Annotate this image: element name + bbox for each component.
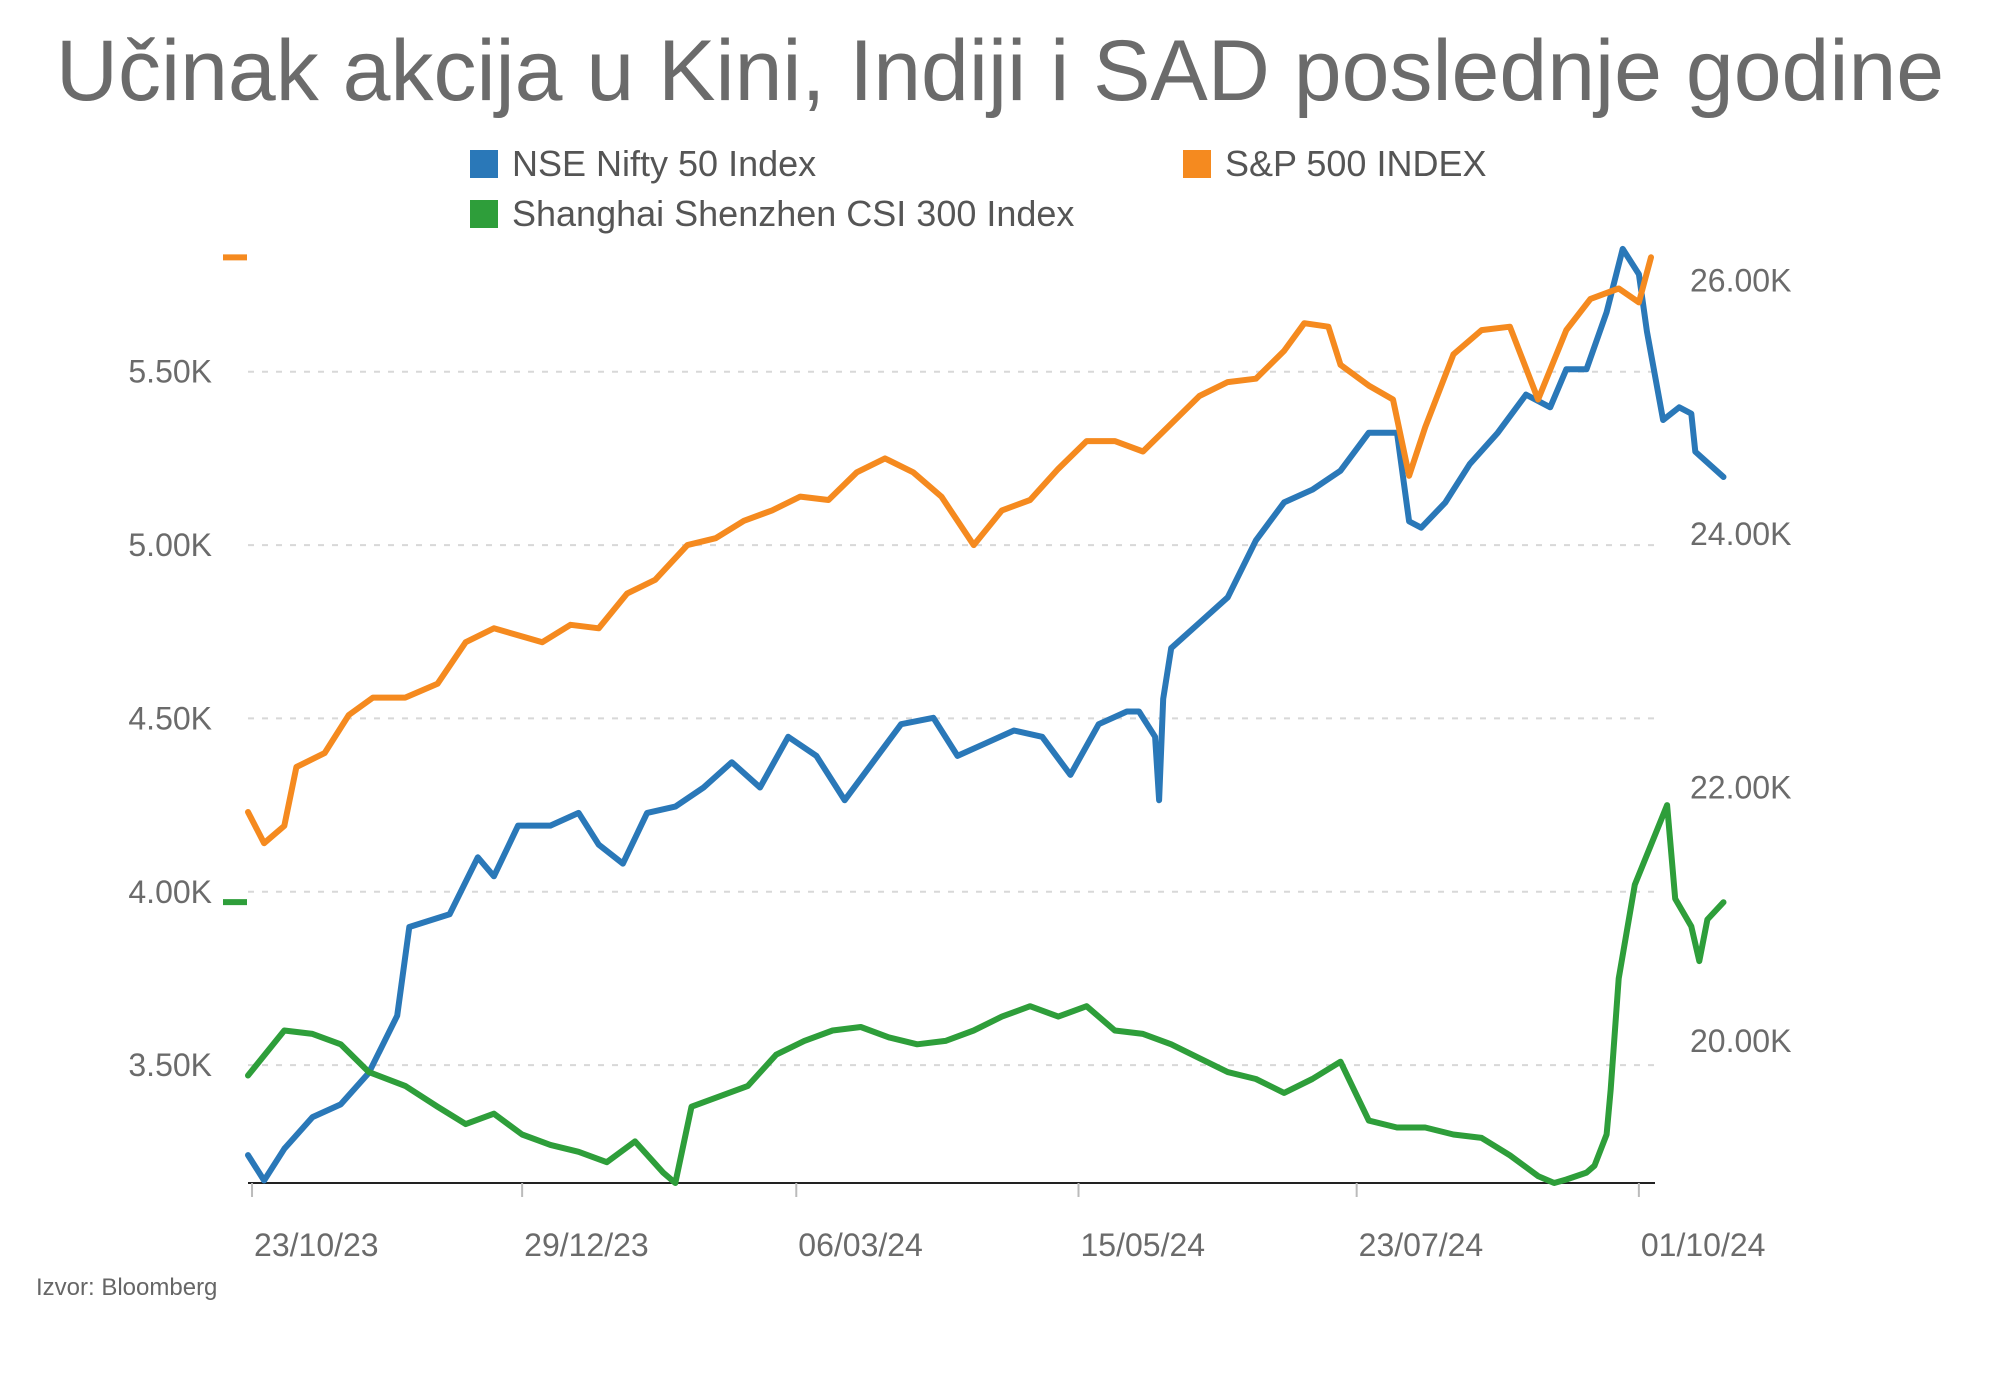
series-line-csi300	[245, 802, 1727, 1186]
chart-title: Učinak akcija u Kini, Indiji i SAD posle…	[55, 23, 1945, 119]
legend-item-csi300: Shanghai Shenzhen CSI 300 Index	[470, 193, 1074, 235]
right-axis-tick-label: 26.00K	[1690, 263, 1791, 299]
legend-label-csi300: Shanghai Shenzhen CSI 300 Index	[512, 193, 1075, 234]
series-line-sp500	[245, 254, 1654, 847]
right-axis-tick-label: 22.00K	[1690, 770, 1791, 806]
left-axis-tick-label: 5.50K	[128, 354, 212, 390]
x-axis-tick-label: 15/05/24	[1080, 1227, 1205, 1263]
x-axis-tick-label: 23/10/23	[254, 1227, 379, 1263]
legend-item-nifty: NSE Nifty 50 Index	[470, 143, 816, 185]
left-axis-tick-label: 5.00K	[128, 527, 212, 563]
left-axis-tick-label: 4.00K	[128, 874, 212, 910]
x-axis-tick-label: 23/07/24	[1359, 1227, 1484, 1263]
series-line-nifty	[245, 245, 1727, 1184]
x-axis-tick-label: 01/10/24	[1641, 1227, 1766, 1263]
x-axis-tick-label: 06/03/24	[798, 1227, 923, 1263]
right-axis-tick-label: 24.00K	[1690, 516, 1791, 552]
x-axis-tick-label: 29/12/23	[524, 1227, 649, 1263]
right-axis-tick-label: 20.00K	[1690, 1023, 1791, 1059]
left-axis-tick-label: 3.50K	[128, 1047, 212, 1083]
legend-swatch-csi300	[470, 200, 498, 228]
legend-label-sp500: S&P 500 INDEX	[1225, 143, 1487, 184]
left-axis-tick-label: 4.50K	[128, 700, 212, 736]
legend-swatch-sp500	[1183, 150, 1211, 178]
legend-item-sp500: S&P 500 INDEX	[1183, 143, 1486, 185]
legend-swatch-nifty	[470, 150, 498, 178]
legend-label-nifty: NSE Nifty 50 Index	[512, 143, 817, 184]
source-note: Izvor: Bloomberg	[36, 1274, 218, 1301]
